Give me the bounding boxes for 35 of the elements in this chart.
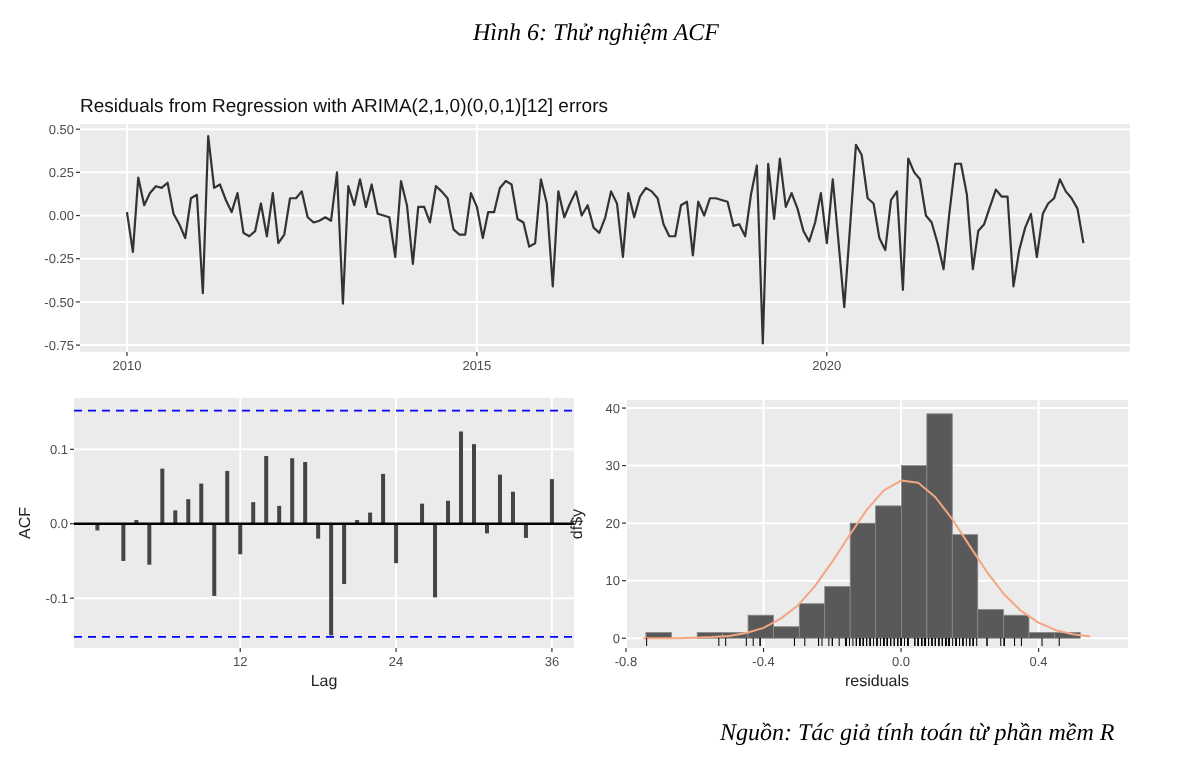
bar: [251, 502, 256, 524]
chart-title: Residuals from Regression with ARIMA(2,1,0)(0,0,1)[12] errors: [80, 96, 609, 118]
bar: [459, 431, 464, 524]
bar: [472, 444, 476, 524]
bar: [549, 479, 554, 524]
bar: [329, 523, 334, 636]
bar: [264, 456, 269, 524]
bar: [381, 473, 386, 524]
bar: [225, 470, 230, 524]
bar: [199, 483, 204, 524]
text: Hình 6: Thử nghiệm ACF: [471, 18, 721, 46]
bar: [523, 523, 528, 538]
line-series: [125, 134, 1085, 345]
bar: [510, 491, 515, 524]
y-axis-title: df$y: [568, 508, 586, 540]
bar: [394, 523, 399, 564]
bar: [497, 474, 502, 524]
bar: [420, 503, 425, 524]
bar: [121, 523, 126, 561]
bar: [433, 523, 438, 598]
line-series: [642, 479, 1092, 640]
y-axis-title: ACF: [16, 506, 34, 539]
bar: [238, 523, 243, 555]
bar: [186, 499, 191, 524]
x-axis-title: Lag: [310, 672, 338, 690]
bar: [290, 458, 295, 524]
bar: [342, 523, 347, 585]
bar: [303, 461, 308, 524]
bar: [160, 468, 165, 524]
x-axis-title: residuals: [844, 672, 910, 690]
bar: [316, 523, 321, 539]
bar: [446, 500, 451, 524]
bar: [147, 523, 152, 565]
bar: [212, 523, 217, 596]
text: Nguồn: Tác giả tính toán từ phần mềm R: [718, 718, 1116, 746]
